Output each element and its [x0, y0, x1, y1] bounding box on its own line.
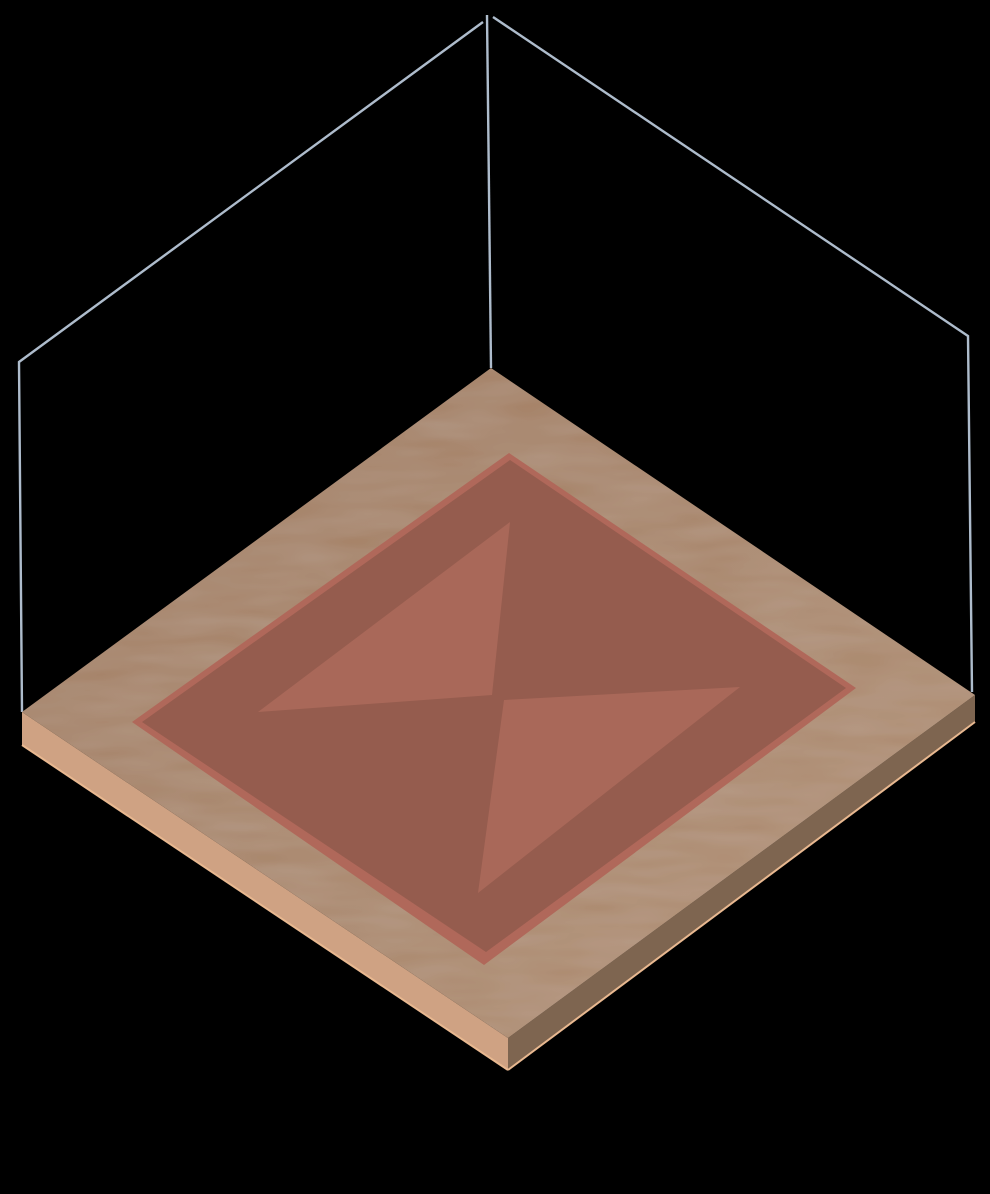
- floor-front-right-edge: [508, 695, 975, 1070]
- rug-triangle-top: [258, 522, 510, 712]
- floor-front-left-edge: [22, 712, 508, 1070]
- rug-base: [142, 460, 846, 952]
- rug: [132, 453, 856, 965]
- floor-edge-highlight-right: [507, 721, 976, 1071]
- back-left-wall-edge: [17, 21, 484, 713]
- room-wireframe: [17, 14, 974, 713]
- back-corner-edge: [485, 14, 493, 369]
- back-right-wall-edge: [492, 16, 974, 693]
- floor-edge-highlight: [21, 744, 509, 1071]
- rug-triangle-bottom: [478, 687, 740, 893]
